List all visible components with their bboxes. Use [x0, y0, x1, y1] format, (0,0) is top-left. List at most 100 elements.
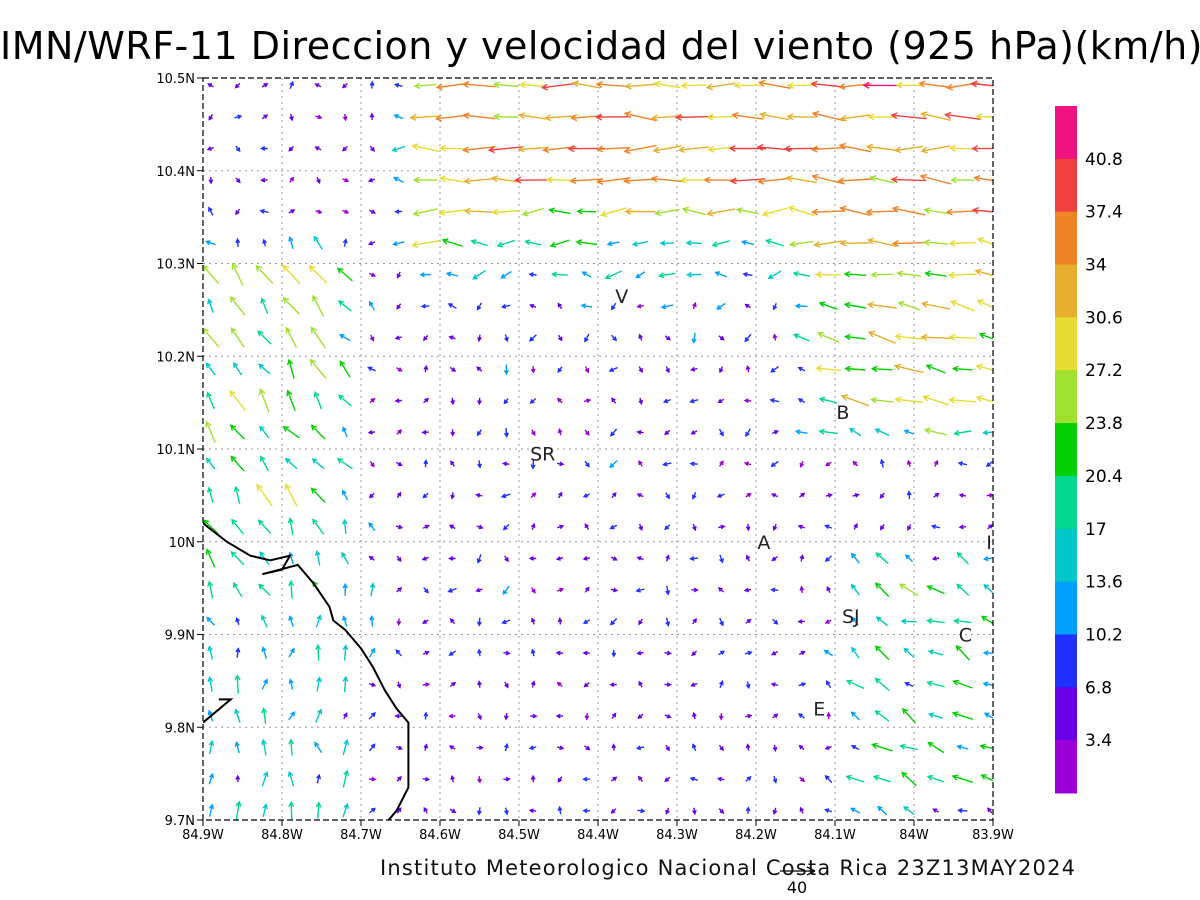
wind-arrow — [718, 460, 724, 467]
wind-arrow — [342, 615, 348, 627]
wind-arrow — [208, 803, 215, 817]
wind-arrow — [867, 330, 896, 344]
colorbar-segment — [1055, 370, 1077, 424]
wind-arrow — [718, 524, 726, 530]
wind-arrow — [772, 744, 778, 753]
wind-arrow — [476, 524, 484, 530]
wind-arrow — [571, 80, 601, 89]
wind-arrow — [770, 493, 778, 498]
wind-arrow — [874, 645, 890, 661]
wind-arrow — [583, 682, 590, 688]
wind-arrow — [744, 333, 752, 343]
wind-arrow — [477, 776, 482, 784]
place-label: B — [836, 402, 849, 424]
wind-arrow — [287, 358, 295, 379]
wind-arrow — [343, 712, 348, 720]
wind-arrow — [877, 805, 888, 816]
wind-arrow — [314, 146, 322, 151]
wind-arrow — [611, 743, 617, 751]
wind-arrow — [369, 334, 375, 342]
wind-arrow — [310, 487, 326, 503]
wind-arrow — [475, 587, 483, 593]
reference-vector-label: 40 — [787, 878, 807, 897]
wind-arrow — [530, 366, 536, 374]
wind-arrow — [261, 614, 268, 628]
place-label: I — [986, 532, 992, 554]
wind-arrow — [336, 457, 353, 470]
wind-arrow — [476, 554, 482, 564]
wind-arrow — [845, 679, 865, 690]
wind-arrow — [208, 206, 214, 216]
wind-arrow — [582, 776, 591, 782]
wind-arrow — [665, 366, 670, 374]
wind-arrow — [745, 523, 751, 532]
wind-arrow — [983, 712, 993, 719]
wind-arrow — [368, 555, 375, 561]
wind-arrow — [729, 177, 766, 185]
wind-arrow — [368, 682, 377, 687]
wind-arrow — [891, 205, 926, 216]
wind-arrow — [982, 429, 993, 436]
wind-arrow — [284, 482, 298, 507]
wind-arrow — [870, 271, 894, 279]
wind-arrow — [369, 209, 377, 214]
wind-arrow — [449, 366, 457, 372]
wind-arrow — [557, 366, 563, 373]
colorbar-label: 17 — [1085, 520, 1107, 540]
wind-arrow — [368, 743, 376, 752]
wind-arrow — [719, 366, 724, 374]
wind-arrow — [342, 426, 348, 438]
wind-arrow — [927, 649, 944, 656]
wind-arrow — [341, 82, 348, 89]
wind-arrow — [530, 648, 536, 657]
wind-arrow — [394, 209, 403, 215]
wind-arrow — [957, 808, 968, 814]
wind-arrow — [259, 208, 269, 214]
wind-arrow — [395, 524, 404, 530]
wind-arrow — [316, 176, 321, 185]
wind-arrow — [396, 555, 402, 562]
wind-arrow — [288, 579, 295, 599]
wind-arrow — [229, 389, 247, 411]
wind-arrow — [931, 556, 940, 561]
wind-arrow — [786, 82, 816, 90]
wind-arrow — [447, 303, 457, 309]
wind-arrow — [638, 460, 643, 467]
wind-arrow — [548, 207, 571, 215]
wind-arrow — [799, 806, 805, 814]
x-axis-ticks: 84.9W 84.8W 84.7W 84.6W 84.5W 84.4W 84.3W 84.2W… — [182, 820, 1014, 843]
wind-arrow — [743, 461, 752, 467]
wind-arrow — [799, 554, 805, 562]
wind-arrow — [394, 398, 402, 404]
wind-arrow — [203, 327, 220, 348]
wind-arrow — [664, 429, 671, 436]
wind-arrow — [490, 175, 521, 183]
wind-arrow — [395, 745, 404, 750]
wind-arrow — [450, 774, 455, 783]
wind-arrow — [477, 397, 482, 406]
wind-arrow — [207, 83, 214, 88]
wind-arrow — [825, 493, 834, 498]
wind-arrow — [310, 424, 326, 440]
wind-arrow — [767, 270, 782, 280]
wind-arrow — [550, 271, 568, 278]
wind-arrow — [740, 239, 755, 246]
wind-arrow — [580, 303, 593, 309]
wind-arrow — [437, 209, 466, 217]
wind-arrow — [367, 429, 376, 435]
wind-arrow — [549, 239, 570, 248]
wind-arrow — [933, 459, 939, 467]
colorbar-label: 6.8 — [1085, 678, 1112, 698]
wind-arrow — [476, 302, 483, 311]
wind-arrow — [650, 175, 684, 183]
color-legend: 3.4 6.8 10.2 13.6 17 20.4 23.8 27.2 30.6 34 37.4 40… — [1055, 106, 1123, 794]
wind-arrow — [956, 744, 969, 750]
wind-arrow — [926, 585, 945, 595]
wind-arrow — [395, 461, 403, 466]
wind-arrow — [421, 619, 429, 624]
wind-arrow — [208, 772, 214, 785]
wind-arrow — [262, 803, 268, 817]
wind-arrow — [638, 397, 643, 406]
wind-arrow — [530, 587, 536, 594]
wind-arrow — [799, 460, 805, 468]
